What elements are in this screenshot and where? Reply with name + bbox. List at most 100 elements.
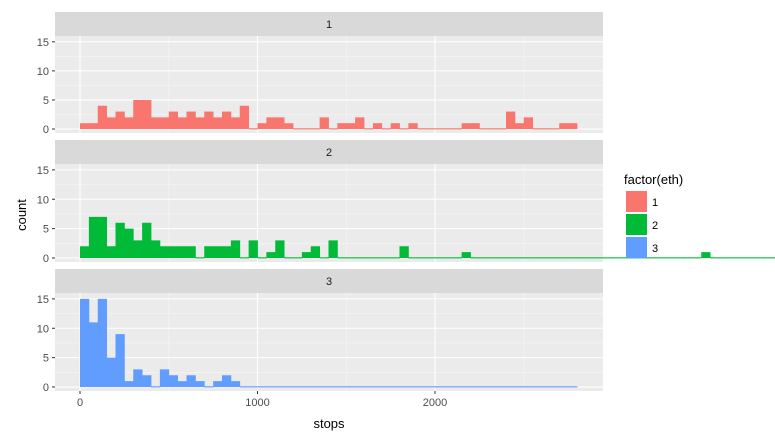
histogram-bar	[222, 246, 232, 258]
histogram-bar	[665, 257, 676, 259]
histogram-bar	[177, 381, 187, 387]
histogram-bar	[461, 252, 471, 258]
histogram-bar	[186, 375, 196, 387]
histogram-bar	[213, 381, 223, 387]
histogram-bar	[275, 386, 285, 388]
bars-series-2	[80, 216, 775, 259]
histogram-bar	[275, 240, 285, 258]
histogram-bar	[80, 123, 90, 129]
facet-panel-2: 2 0 5 10 15	[37, 140, 775, 265]
histogram-bar	[443, 128, 454, 130]
histogram-bar	[656, 257, 667, 259]
x-tick-label: 2000	[423, 397, 447, 409]
histogram-bar	[399, 246, 409, 258]
histogram-bar	[479, 128, 489, 130]
histogram-bar	[355, 257, 365, 259]
histogram-bar	[355, 386, 365, 388]
histogram-bar	[417, 128, 427, 130]
legend-key-3	[626, 237, 647, 258]
histogram-bar	[390, 386, 400, 388]
histogram-bar	[346, 123, 356, 129]
histogram-bar	[541, 386, 551, 388]
histogram-bar	[186, 246, 196, 258]
y-axis-title: count	[14, 199, 29, 231]
histogram-bar	[523, 117, 534, 129]
histogram-bar	[514, 123, 525, 129]
histogram-bar	[417, 386, 427, 388]
bars-series-1	[80, 99, 578, 130]
histogram-bar	[550, 257, 560, 259]
y-tick-label: 0	[43, 382, 49, 394]
histogram-bar	[364, 257, 374, 259]
histogram-bar	[293, 386, 303, 388]
legend-key-1	[626, 191, 647, 212]
histogram-bar	[124, 117, 134, 129]
facet-strip-label: 3	[326, 276, 332, 288]
histogram-bar	[168, 111, 179, 129]
histogram-bar	[417, 257, 427, 259]
histogram-bar	[310, 386, 321, 388]
histogram-bar	[506, 111, 516, 129]
histogram-bar	[399, 128, 409, 130]
histogram-bar	[488, 257, 498, 259]
histogram-bar	[719, 257, 729, 259]
histogram-bar	[364, 386, 374, 388]
histogram-bar	[115, 111, 125, 129]
histogram-bar	[319, 117, 329, 129]
histogram-bar	[568, 257, 578, 259]
histogram-bar	[337, 257, 347, 259]
histogram-bar	[106, 357, 116, 387]
histogram-bar	[213, 117, 223, 129]
y-tick-label: 10	[37, 323, 49, 335]
histogram-bar	[470, 257, 480, 259]
histogram-bar	[470, 386, 480, 388]
histogram-bar	[355, 117, 365, 129]
histogram-bar	[488, 128, 498, 130]
histogram-bar	[745, 257, 755, 259]
histogram-bar	[195, 117, 205, 129]
histogram-bar	[497, 386, 507, 388]
histogram-bar	[266, 117, 276, 129]
histogram-bar	[497, 128, 507, 130]
histogram-bar	[364, 128, 374, 130]
histogram-bar	[80, 246, 90, 258]
histogram-bar	[568, 386, 578, 388]
histogram-bar	[124, 381, 134, 387]
y-tick-label: 0	[43, 253, 49, 265]
y-tick-label: 15	[37, 37, 49, 49]
histogram-bar	[266, 386, 276, 388]
legend-label-2: 2	[652, 220, 658, 232]
histogram-bar	[727, 257, 738, 259]
histogram-bar	[106, 117, 116, 129]
histogram-bar	[133, 369, 143, 387]
histogram-bar	[257, 386, 267, 388]
bars-series-3	[80, 298, 578, 388]
histogram-bar	[532, 257, 542, 259]
y-tick-label: 15	[37, 294, 49, 306]
histogram-bar	[603, 257, 613, 259]
histogram-bar	[408, 386, 418, 388]
histogram-bar	[568, 123, 578, 129]
histogram-bar	[692, 257, 702, 259]
x-axis-title: stops	[313, 416, 345, 431]
histogram-bar	[168, 246, 179, 258]
histogram-bar	[337, 123, 347, 129]
y-tick-label: 5	[43, 353, 49, 365]
histogram-bar	[328, 386, 338, 388]
legend-label-1: 1	[652, 197, 658, 209]
histogram-bar	[248, 128, 258, 130]
histogram-bar	[159, 369, 170, 387]
histogram-bar	[337, 386, 347, 388]
histogram-bar	[497, 257, 507, 259]
histogram-bar	[142, 375, 152, 387]
histogram-bar	[452, 257, 463, 259]
histogram-bar	[710, 257, 720, 259]
histogram-bar	[612, 257, 622, 259]
histogram-bar	[301, 386, 312, 388]
histogram-bar	[301, 252, 312, 258]
histogram-bar	[452, 386, 463, 388]
histogram-bar	[230, 240, 241, 258]
histogram-bar	[133, 240, 143, 258]
y-tick-label: 10	[37, 66, 49, 78]
histogram-bar	[328, 240, 338, 258]
